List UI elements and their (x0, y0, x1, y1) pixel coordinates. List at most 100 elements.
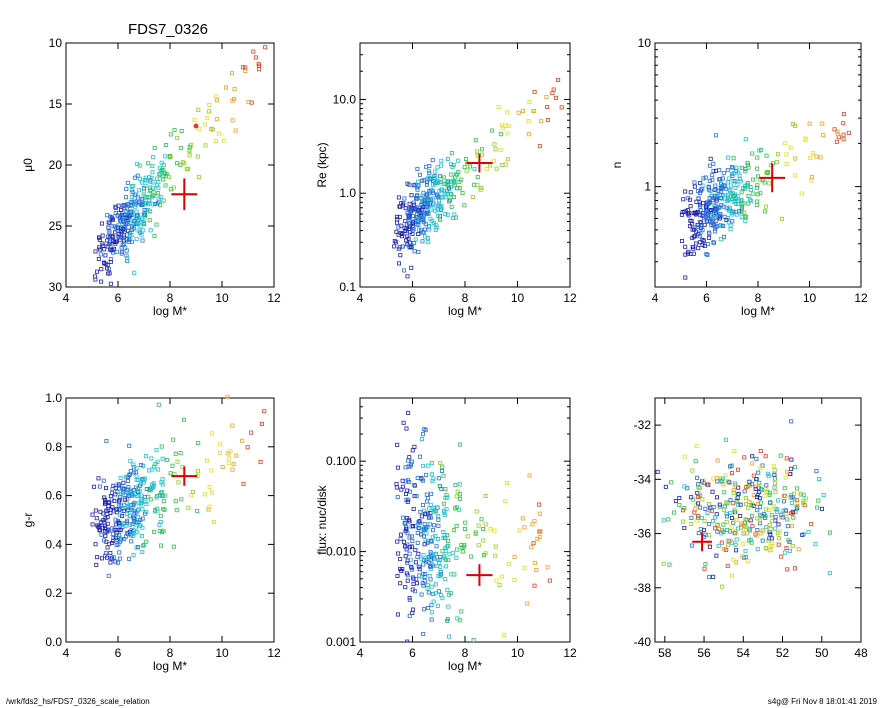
data-point (416, 249, 421, 254)
data-point (730, 463, 735, 468)
data-point (220, 465, 225, 470)
data-point (97, 237, 102, 242)
data-point (716, 188, 721, 193)
data-point (408, 464, 413, 469)
data-point (467, 164, 472, 169)
data-point (196, 440, 201, 445)
data-point (108, 510, 113, 515)
data-point (129, 539, 134, 544)
data-point (517, 528, 522, 533)
panel-1: 4 6 8 10 12 10 15 20 25 30 log M* μ0 (21, 36, 281, 318)
chart-title: FDS7_0326 (128, 21, 208, 38)
data-point (444, 492, 449, 497)
data-point (422, 578, 427, 583)
data-point (435, 180, 440, 185)
y-tick-label: 1.0 (339, 186, 356, 200)
data-point (698, 240, 703, 245)
data-point (414, 196, 419, 201)
data-point (492, 528, 497, 533)
data-point (415, 217, 420, 222)
data-point (168, 154, 173, 159)
data-point (439, 195, 444, 200)
data-point (140, 525, 145, 530)
data-point (725, 180, 730, 185)
data-point (414, 194, 419, 199)
data-point (120, 486, 125, 491)
data-point (736, 170, 741, 175)
data-point (155, 509, 160, 514)
data-point (787, 548, 792, 553)
data-point (520, 108, 525, 113)
data-point (792, 465, 797, 470)
data-point (793, 173, 798, 178)
data-point (685, 251, 690, 256)
data-point (751, 503, 756, 508)
x-tick-label: 8 (167, 646, 174, 660)
data-point (394, 229, 399, 234)
data-point (789, 457, 794, 462)
data-point (133, 202, 138, 207)
data-point (730, 501, 735, 506)
data-point (507, 562, 512, 567)
data-point (140, 238, 145, 243)
data-point (124, 186, 129, 191)
data-point (445, 495, 450, 500)
data-point (150, 193, 155, 198)
data-point (116, 222, 121, 227)
data-point (136, 228, 141, 233)
data-point (144, 502, 149, 507)
data-point (398, 557, 403, 562)
data-point (458, 496, 463, 501)
data-point (403, 479, 408, 484)
y-tick-label: 1.0 (45, 391, 62, 405)
data-point (96, 256, 101, 261)
y-tick-label: 0.001 (326, 635, 356, 649)
data-point (672, 510, 677, 515)
data-point (531, 541, 536, 546)
data-point (744, 485, 749, 490)
data-point (209, 126, 214, 131)
data-point (694, 199, 699, 204)
data-point (806, 530, 811, 535)
data-point (443, 212, 448, 217)
data-point (800, 532, 805, 537)
data-point (410, 610, 415, 615)
data-point (113, 205, 118, 210)
data-point (429, 617, 434, 622)
data-point (807, 121, 812, 126)
data-point (516, 110, 521, 115)
data-point (157, 171, 162, 176)
data-point (783, 475, 788, 480)
data-point (152, 529, 157, 534)
data-point (774, 160, 779, 165)
data-point (707, 235, 712, 240)
data-point (419, 514, 424, 519)
data-point (736, 198, 741, 203)
data-point (481, 538, 486, 543)
data-point (736, 491, 741, 496)
data-point (240, 65, 245, 70)
data-point (677, 502, 682, 507)
data-point (141, 186, 146, 191)
data-point (186, 505, 191, 510)
data-point (721, 522, 726, 527)
data-point (202, 492, 207, 497)
x-axis-label: log M* (741, 304, 775, 318)
data-point (448, 591, 453, 596)
data-point (407, 597, 412, 602)
data-point (424, 492, 429, 497)
data-point (702, 518, 707, 523)
data-point (173, 451, 178, 456)
data-point (505, 157, 510, 162)
data-point (490, 128, 495, 133)
y-axis-label: Re (kpc) (315, 142, 329, 187)
data-point (131, 534, 136, 539)
data-point (392, 244, 397, 249)
data-point (406, 216, 411, 221)
data-point (415, 540, 420, 545)
data-point (462, 165, 467, 170)
data-point (445, 212, 450, 217)
data-point (105, 515, 110, 520)
data-point (397, 245, 402, 250)
